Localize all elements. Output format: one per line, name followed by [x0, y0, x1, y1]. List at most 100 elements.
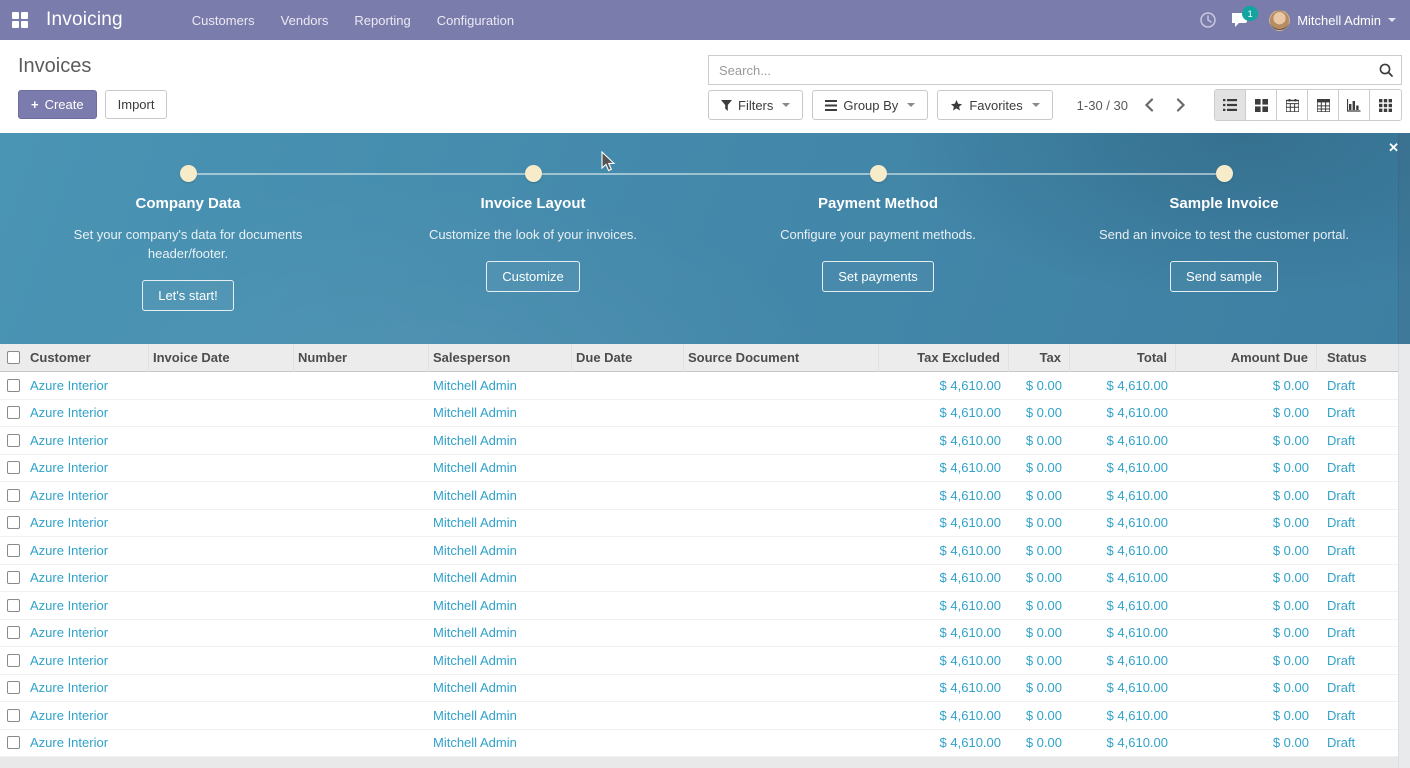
- table-row[interactable]: Azure Interior Mitchell Admin $ 4,610.00 $ …: [0, 427, 1398, 455]
- table-row[interactable]: Azure Interior Mitchell Admin $ 4,610.00 $ …: [0, 702, 1398, 730]
- plus-icon: +: [31, 97, 39, 112]
- pager: 1-30 / 30: [1077, 96, 1192, 114]
- table-row[interactable]: Azure Interior Mitchell Admin $ 4,610.00 $ …: [0, 509, 1398, 537]
- cell-tax_excluded: $ 4,610.00: [939, 652, 1001, 668]
- row-checkbox[interactable]: [6, 598, 20, 612]
- column-header-total[interactable]: Total: [1070, 343, 1176, 372]
- row-checkbox[interactable]: [6, 736, 20, 750]
- cell-tax_excluded: $ 4,610.00: [939, 515, 1001, 531]
- create-button[interactable]: + Create: [18, 90, 97, 119]
- cell-customer: Azure Interior: [30, 597, 109, 613]
- user-menu[interactable]: Mitchell Admin: [1269, 9, 1396, 31]
- table-row[interactable]: Azure Interior Mitchell Admin $ 4,610.00 $ …: [0, 674, 1398, 702]
- app-title[interactable]: Invoicing: [46, 9, 123, 30]
- search-icon[interactable]: [1378, 62, 1394, 83]
- row-checkbox[interactable]: [6, 406, 20, 420]
- column-header-source_document[interactable]: Source Document: [684, 343, 879, 372]
- apps-menu-button[interactable]: [0, 0, 40, 40]
- row-checkbox[interactable]: [6, 571, 20, 585]
- select-all-checkbox[interactable]: [6, 351, 20, 364]
- cell-salesperson: Mitchell Admin: [433, 652, 517, 668]
- vertical-scrollbar[interactable]: [1398, 133, 1410, 768]
- list-view-button[interactable]: [1215, 90, 1246, 120]
- menu-configuration[interactable]: Configuration: [436, 12, 515, 28]
- table-row[interactable]: Azure Interior Mitchell Admin $ 4,610.00 $ …: [0, 482, 1398, 510]
- pager-previous-button[interactable]: [1138, 96, 1160, 114]
- column-header-customer[interactable]: Customer: [26, 343, 149, 372]
- row-checkbox[interactable]: [6, 461, 20, 475]
- column-header-tax[interactable]: Tax: [1009, 343, 1070, 372]
- column-header-amount_due[interactable]: Amount Due: [1176, 343, 1317, 372]
- column-header-status[interactable]: Status: [1327, 350, 1367, 365]
- cell-amount_due: $ 0.00: [1272, 542, 1309, 558]
- cell-salesperson: Mitchell Admin: [433, 377, 517, 393]
- row-checkbox[interactable]: [6, 681, 20, 695]
- column-header-invoice_date[interactable]: Invoice Date: [149, 343, 294, 372]
- cell-total: $ 4,610.00: [1106, 487, 1168, 503]
- activities-button[interactable]: [1191, 0, 1225, 40]
- cell-tax_excluded: $ 4,610.00: [939, 542, 1001, 558]
- cell-tax: $ 0.00: [1025, 432, 1062, 448]
- view-switcher: [1214, 89, 1402, 121]
- row-checkbox[interactable]: [6, 378, 20, 392]
- cell-status: Draft: [1327, 515, 1356, 531]
- lets-start-button[interactable]: Let's start!: [142, 280, 234, 312]
- favorites-button[interactable]: Favorites: [937, 90, 1053, 120]
- table-row[interactable]: Azure Interior Mitchell Admin $ 4,610.00 $ …: [0, 537, 1398, 565]
- bottom-scroll-strip[interactable]: [0, 757, 1398, 768]
- cell-tax: $ 0.00: [1025, 597, 1062, 613]
- calendar-view-button[interactable]: [1277, 90, 1308, 120]
- page-title: Invoices: [18, 55, 92, 77]
- cell-salesperson: Mitchell Admin: [433, 460, 517, 476]
- table-row[interactable]: Azure Interior Mitchell Admin $ 4,610.00 $ …: [0, 454, 1398, 482]
- column-header-salesperson[interactable]: Salesperson: [429, 343, 572, 372]
- column-header-tax_excluded[interactable]: Tax Excluded: [879, 343, 1009, 372]
- row-checkbox-cell: [0, 488, 26, 502]
- row-checkbox[interactable]: [6, 488, 20, 502]
- cell-status: Draft: [1327, 460, 1356, 476]
- group-by-button[interactable]: Group By: [812, 90, 929, 120]
- row-checkbox[interactable]: [6, 626, 20, 640]
- row-checkbox[interactable]: [6, 653, 20, 667]
- pivot-view-button[interactable]: [1308, 90, 1339, 120]
- table-row[interactable]: Azure Interior Mitchell Admin $ 4,610.00 $ …: [0, 372, 1398, 400]
- row-checkbox[interactable]: [6, 516, 20, 530]
- column-header-number[interactable]: Number: [294, 343, 429, 372]
- row-checkbox[interactable]: [6, 543, 20, 557]
- menu-customers[interactable]: Customers: [191, 12, 255, 28]
- kanban-view-button[interactable]: [1246, 90, 1277, 120]
- send-sample-button[interactable]: Send sample: [1170, 261, 1278, 293]
- cell-total: $ 4,610.00: [1106, 735, 1168, 751]
- pager-next-button[interactable]: [1170, 96, 1192, 114]
- customize-button[interactable]: Customize: [486, 261, 580, 293]
- menu-reporting[interactable]: Reporting: [354, 12, 411, 28]
- pivot-view-icon: [1316, 98, 1330, 112]
- row-checkbox[interactable]: [6, 708, 20, 722]
- activity-view-icon: [1379, 98, 1392, 112]
- table-row[interactable]: Azure Interior Mitchell Admin $ 4,610.00 $ …: [0, 729, 1398, 757]
- cell-total: $ 4,610.00: [1106, 707, 1168, 723]
- cell-total: $ 4,610.00: [1106, 652, 1168, 668]
- table-row[interactable]: Azure Interior Mitchell Admin $ 4,610.00 $ …: [0, 592, 1398, 620]
- table-row[interactable]: Azure Interior Mitchell Admin $ 4,610.00 $ …: [0, 619, 1398, 647]
- step-dot: [1216, 165, 1233, 182]
- table-row[interactable]: Azure Interior Mitchell Admin $ 4,610.00 $ …: [0, 564, 1398, 592]
- column-header-due_date[interactable]: Due Date: [572, 343, 684, 372]
- graph-view-button[interactable]: [1339, 90, 1370, 120]
- cell-status: Draft: [1327, 707, 1356, 723]
- filters-button[interactable]: Filters: [708, 90, 804, 120]
- messages-button[interactable]: 1: [1225, 0, 1259, 40]
- close-icon[interactable]: ✕: [1388, 140, 1399, 155]
- import-button[interactable]: Import: [104, 90, 168, 119]
- row-checkbox[interactable]: [6, 433, 20, 447]
- menu-vendors[interactable]: Vendors: [280, 12, 329, 28]
- cell-status: Draft: [1327, 405, 1356, 421]
- set-payments-button[interactable]: Set payments: [822, 261, 934, 293]
- cell-tax_excluded: $ 4,610.00: [939, 625, 1001, 641]
- row-checkbox-cell: [0, 653, 26, 667]
- activity-view-button[interactable]: [1370, 90, 1401, 120]
- search-input[interactable]: [708, 55, 1402, 85]
- row-checkbox-cell: [0, 736, 26, 750]
- table-row[interactable]: Azure Interior Mitchell Admin $ 4,610.00 $ …: [0, 399, 1398, 427]
- table-row[interactable]: Azure Interior Mitchell Admin $ 4,610.00 $ …: [0, 647, 1398, 675]
